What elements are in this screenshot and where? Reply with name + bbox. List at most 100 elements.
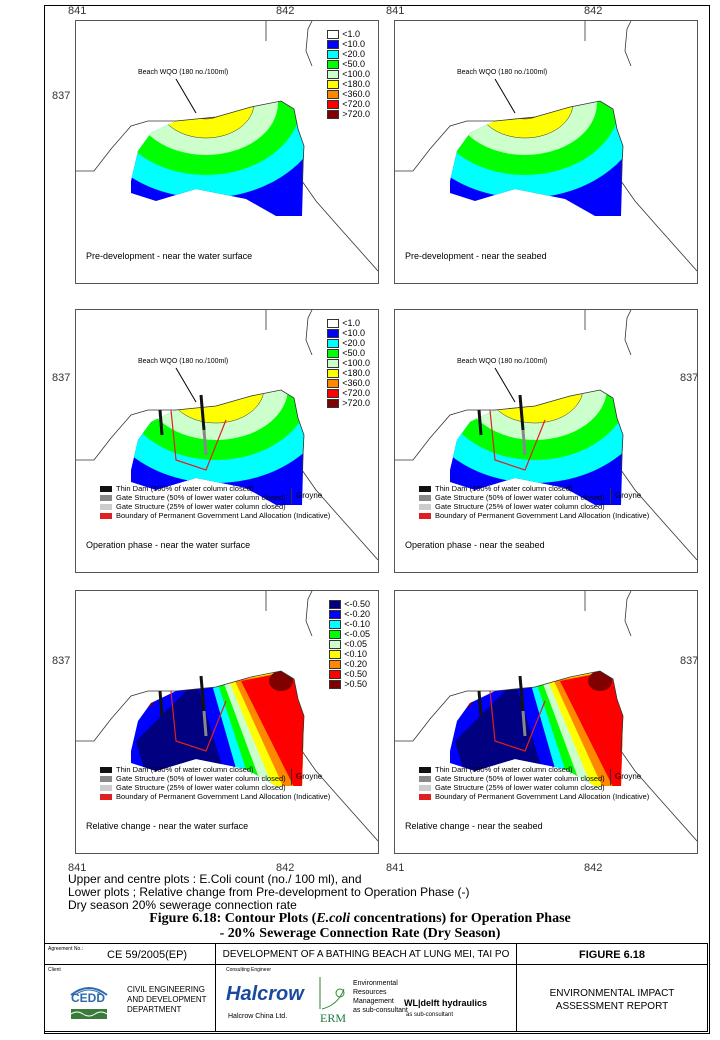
concentration-band [453,101,597,155]
structure-label: Thin Dam (100% of water column closed) [435,765,573,774]
contour-map [76,310,378,561]
legend-swatch [329,679,342,689]
legend-swatch [327,99,340,109]
figure-title: Figure 6.18: Contour Plots (E.coli conce… [0,911,720,941]
structure-item: Gate Structure (25% of lower water colum… [419,783,649,792]
legend-label: <180.0 [342,79,370,89]
contour-panel: Thin Dam (100% of water column closed) Ga… [394,590,698,854]
structure-label: Thin Dam (100% of water column closed) [116,765,254,774]
structure-item: Gate Structure (50% of lower water colum… [419,493,649,502]
legend-swatch [327,328,340,338]
concentration-band [512,101,538,113]
gate-structure [521,429,527,456]
legend-swatch [327,378,340,388]
note-line: Lower plots ; Relative change from Pre-d… [68,885,470,899]
coastline [76,100,378,272]
coastline [584,21,632,67]
legend-swatch [327,368,340,378]
colour-legend: <-0.50 <-0.20 <-0.10 <-0.05 <0.05 <0.10 <0.20 <… [329,599,370,689]
legend-item: <-0.10 [329,619,370,629]
report-line: ENVIRONMENTAL IMPACT [549,988,675,999]
legend-item: <10.0 [327,39,370,49]
legend-item: <100.0 [327,358,370,368]
coastline [584,310,632,356]
client-name-line: CIVIL ENGINEERING [127,985,205,994]
legend-label: <0.20 [344,659,367,669]
contour-map [395,310,697,561]
structure-swatch [419,766,431,773]
legend-item: <180.0 [327,79,370,89]
halcrow-sub: Halcrow China Ltd. [228,1013,288,1020]
legend-label: <10.0 [342,328,365,338]
contour-panel: <-0.50 <-0.20 <-0.10 <-0.05 <0.05 <0.10 <0.20 <… [75,590,379,854]
wqo-pointer [494,78,516,114]
concentration-band [134,101,278,155]
legend-label: <0.50 [344,669,367,679]
legend-swatch [327,69,340,79]
legend-label: <-0.05 [344,629,370,639]
legend-label: <50.0 [342,348,365,358]
gate-structure [521,710,527,737]
legend-swatch [327,79,340,89]
legend-item: <1.0 [327,318,370,328]
x-tick-label: 842 [584,5,603,17]
legend-swatch [329,599,342,609]
title-prefix: Figure 6.18: Contour Plots ( [149,911,317,926]
structure-label: Boundary of Permanent Government Land Al… [435,792,650,801]
contour-bands [450,101,623,216]
legend-label: >720.0 [342,398,370,408]
structure-swatch [419,793,431,800]
structure-item: Boundary of Permanent Government Land Al… [419,511,649,520]
consultant-cell: Consulting Engineer Halcrow Halcrow Chin… [215,964,517,1032]
legend-swatch [329,629,342,639]
legend-item: <180.0 [327,368,370,378]
groyne-label: Groyne [610,488,641,504]
structure-item: Gate Structure (25% of lower water colum… [419,502,649,511]
structure-label: Gate Structure (50% of lower water colum… [435,774,605,783]
legend-label: <-0.50 [344,599,370,609]
structure-label: Boundary of Permanent Government Land Al… [116,511,331,520]
project-title: DEVELOPMENT OF A BATHING BEACH AT LUNG M… [222,949,510,960]
legend-label: <360.0 [342,89,370,99]
structure-swatch [419,775,431,782]
panel-label: Operation phase - near the seabed [405,540,545,550]
panel-label: Relative change - near the seabed [405,821,543,831]
wqo-pointer [175,78,197,114]
concentration-band [144,390,288,440]
erm-name-line: Environmental [353,980,398,987]
erm-logo-text: ERM [320,1011,347,1025]
figure-notes: Upper and centre plots : E.Coli count (n… [68,873,470,912]
legend-label: <20.0 [342,338,365,348]
legend-swatch [329,669,342,679]
legend-swatch [327,348,340,358]
legend-item: <360.0 [327,378,370,388]
x-tick-label: 841 [68,5,87,17]
coastline [265,21,313,67]
structure-label: Thin Dam (100% of water column closed) [435,484,573,493]
structure-swatch [100,793,112,800]
concentration-band [157,101,255,139]
panel-label: Operation phase - near the water surface [86,540,251,550]
consultant-label: Consulting Engineer [226,967,272,973]
structure-label: Boundary of Permanent Government Land Al… [435,511,650,520]
legend-label: <50.0 [342,59,365,69]
coastline [76,389,378,561]
band-max-increase [461,691,473,707]
erm-name: Environmental Resources Management as su… [353,979,408,1015]
thin-dam [518,675,525,712]
thin-dam [477,690,483,717]
structure-label: Boundary of Permanent Government Land Al… [116,792,331,801]
legend-label: <0.05 [344,639,367,649]
x-tick-label: 841 [386,5,405,17]
legend-item: <720.0 [327,99,370,109]
legend-swatch [327,109,340,119]
legend-label: >720.0 [342,109,370,119]
structure-swatch [100,512,112,519]
x-tick-label: 842 [276,5,295,17]
concentration-band [463,390,607,440]
wqo-label: Beach WQO (180 no./100ml) [138,358,229,365]
band-max-increase [142,691,154,707]
panel-label: Relative change - near the water surface [86,821,249,831]
legend-label: <180.0 [342,368,370,378]
report-line: ASSESSMENT REPORT [555,1001,669,1012]
